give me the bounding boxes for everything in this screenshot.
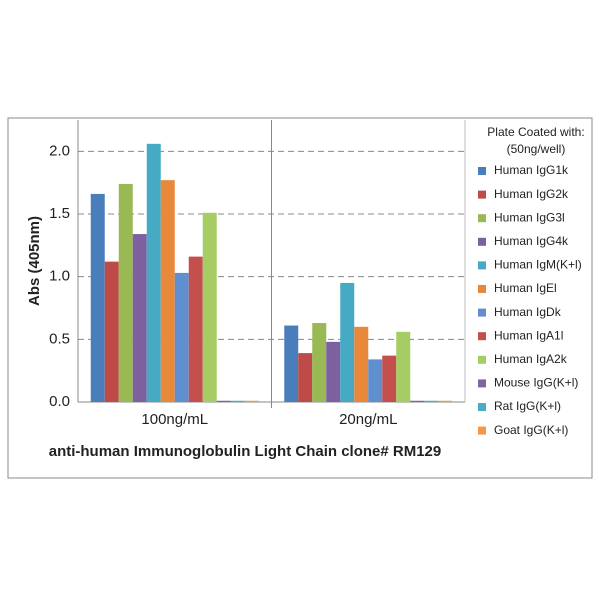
x-tick-label: 20ng/mL [339, 411, 397, 428]
y-tick-label: 2.0 [49, 142, 70, 159]
bar [284, 325, 299, 402]
bar [382, 355, 397, 402]
legend-label: Rat IgG(K+l) [494, 399, 561, 413]
bar [340, 282, 355, 402]
bar [104, 261, 119, 402]
y-axis-label: Abs (405nm) [26, 216, 43, 306]
bar [410, 400, 425, 402]
bar [396, 331, 411, 402]
bar [132, 234, 147, 402]
bar [160, 180, 175, 402]
bar [298, 353, 313, 402]
bar [146, 143, 161, 402]
bar [90, 193, 105, 402]
legend-swatch [478, 237, 486, 246]
bar [438, 400, 453, 402]
y-tick-label: 0.5 [49, 330, 70, 347]
legend-label: Goat IgG(K+l) [494, 423, 568, 437]
legend-label: Human IgG2k [494, 187, 569, 201]
x-tick-label: 100ng/mL [141, 411, 208, 428]
legend-label: Human IgDk [494, 305, 562, 319]
legend-label: Human IgG4k [494, 234, 569, 248]
legend-swatch [478, 332, 486, 341]
y-tick-label: 1.0 [49, 268, 70, 285]
legend-swatch [478, 285, 486, 293]
y-tick-label: 0.0 [49, 393, 70, 410]
bar [118, 183, 133, 402]
bar [424, 400, 439, 402]
legend-label: Human IgA2k [494, 352, 568, 366]
legend-swatch [478, 214, 486, 223]
legend-swatch [478, 261, 486, 270]
bar [354, 326, 369, 402]
bar [312, 323, 327, 402]
bar [230, 400, 245, 402]
legend-label: Human IgG3l [494, 210, 565, 224]
legend-title: Plate Coated with: [487, 125, 584, 139]
legend-swatch [478, 308, 486, 317]
legend-label: Human IgEl [494, 281, 557, 295]
legend-label: Mouse IgG(K+l) [494, 376, 578, 390]
legend-swatch [478, 403, 486, 411]
legend-swatch [478, 190, 486, 199]
bar [202, 212, 217, 402]
legend-swatch [478, 355, 486, 364]
legend-swatch [478, 167, 486, 175]
bar [188, 256, 203, 402]
legend-title: (50ng/well) [507, 142, 566, 156]
bar [368, 359, 383, 402]
y-tick-label: 1.5 [49, 205, 70, 222]
legend-label: Human IgG1k [494, 163, 569, 177]
bar [174, 272, 189, 402]
legend-label: Human IgA1l [494, 328, 563, 342]
legend-swatch [478, 379, 486, 388]
bar [244, 400, 259, 402]
bar [326, 341, 341, 402]
legend-label: Human IgM(K+l) [494, 258, 582, 272]
x-axis-label: anti-human Immunoglobulin Light Chain cl… [49, 443, 442, 460]
legend-swatch [478, 426, 486, 435]
bar [216, 400, 231, 402]
